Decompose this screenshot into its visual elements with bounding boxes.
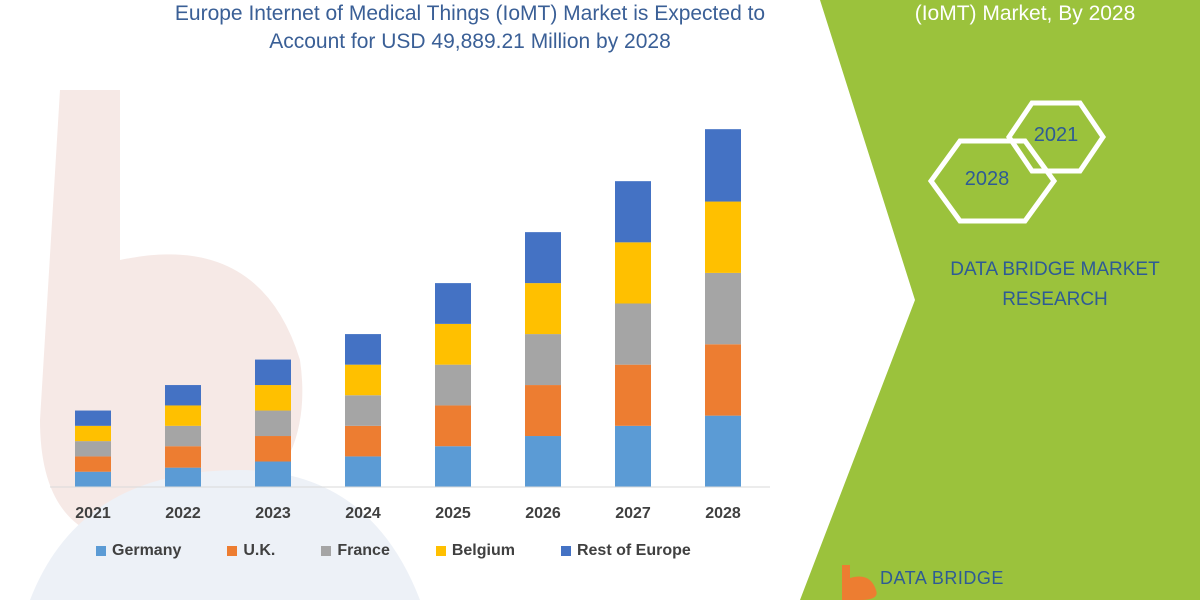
footer-brand-text: DATA BRIDGE [880,568,1004,588]
bar-2028-u-k- [705,344,741,416]
x-tick-label: 2027 [615,505,651,522]
x-tick-label: 2024 [345,505,381,522]
legend-swatch [560,546,571,556]
bar-2027-belgium [615,242,651,304]
footer-logo-icon [842,565,877,600]
bar-2028-belgium [705,201,741,273]
bar-2027-rest-of-europe [615,181,651,243]
legend-swatch [435,546,446,556]
hexagon-2021-icon [1005,100,1107,174]
x-tick-label: 2025 [435,505,471,522]
bar-2025-france [435,364,471,406]
bar-2023-u-k- [255,436,291,462]
brand-line-2: RESEARCH [1002,289,1108,310]
bar-2026-germany [525,436,561,487]
bar-2024-u-k- [345,425,381,457]
bar-2028-france [705,272,741,345]
bar-2025-rest-of-europe [435,283,471,324]
badge-year-2021: 2021 [1033,124,1079,146]
legend-item: Belgium [435,542,515,560]
green-panel [800,0,1200,600]
bar-2021-france [75,441,111,457]
x-tick-label: 2026 [525,505,561,522]
x-tick-label: 2021 [75,505,111,522]
x-tick-labels: 2021 2022 2023 2024 2025 2026 2027 2028 [75,505,741,522]
bar-2023-france [255,410,291,437]
bar-2026-u-k- [525,385,561,437]
bar-2026-france [525,334,561,386]
brand-text: DATA BRIDGE MARKET RESEARCH [915,255,1195,315]
bar-2022-rest-of-europe [165,385,201,406]
bar-2026-rest-of-europe [525,232,561,284]
bar-2021-belgium [75,425,111,442]
bar-2024-belgium [345,364,381,396]
legend-swatch [96,546,106,556]
right-panel-title: (IoMT) Market, By 2028 [914,2,1136,25]
bar-2024-rest-of-europe [345,334,381,365]
bar-2022-france [165,425,201,447]
title-line-1: Europe Internet of Medical Things (IoMT)… [174,2,766,25]
legend-label: U.K. [243,542,276,559]
legend-item: U.K. [227,542,275,560]
watermark-arc [30,470,420,600]
bar-2023-germany [255,461,291,487]
x-tick-label: 2028 [705,505,741,522]
legend-label: France [337,542,390,559]
legend-label: Belgium [451,542,515,559]
legend-item: Rest of Europe [560,542,691,560]
bar-2023-rest-of-europe [255,359,291,386]
legend-item: Germany [96,542,181,560]
bar-2028-rest-of-europe [705,129,741,202]
chart-title: Europe Internet of Medical Things (IoMT)… [40,0,900,56]
legend-label: Rest of Europe [576,542,691,559]
x-tick-label: 2022 [165,505,201,522]
x-tick-label: 2023 [255,505,291,522]
legend-item: France [321,542,390,560]
bar-2022-germany [165,467,201,487]
bar-2022-belgium [165,405,201,426]
bar-2028-germany [705,415,741,487]
bar-2021-rest-of-europe [75,410,111,426]
bars-group [75,129,741,487]
bar-2027-u-k- [615,364,651,426]
legend-swatch [321,546,332,556]
bar-2024-france [345,395,381,426]
bar-2021-u-k- [75,456,111,472]
legend-label: Germany [112,542,182,559]
bar-2022-u-k- [165,446,201,468]
bar-2027-france [615,303,651,365]
bar-2025-u-k- [435,405,471,447]
bar-2027-germany [615,425,651,487]
bar-2024-germany [345,456,381,487]
hexagon-2028-icon [927,138,1058,224]
bar-2021-germany [75,471,111,487]
bar-2026-belgium [525,283,561,335]
title-line-2: Account for USD 49,889.21 Million by 202… [269,30,671,53]
bar-2025-germany [435,446,471,487]
brand-line-1: DATA BRIDGE MARKET [950,259,1160,280]
bar-2025-belgium [435,323,471,365]
chart-legend: Germany U.K. France Belgium Rest of Europe [96,540,737,562]
legend-swatch [227,546,238,556]
badge-year-2028: 2028 [964,168,1010,190]
bar-2023-belgium [255,385,291,411]
